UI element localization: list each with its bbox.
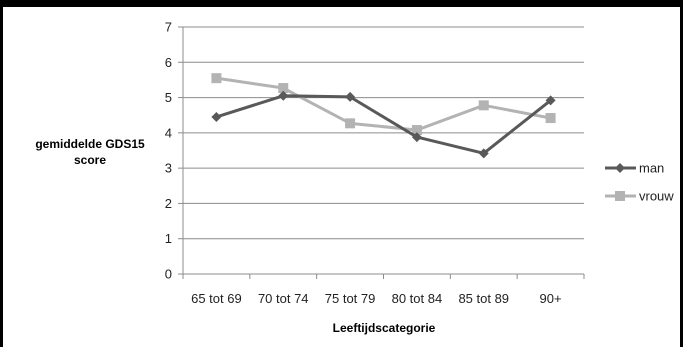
series-line-vrouw <box>216 76 551 132</box>
axes <box>178 26 585 279</box>
point-man-1 <box>278 90 289 101</box>
x-tick-label-3: 80 tot 84 <box>392 291 443 306</box>
point-vrouw-2 <box>345 118 356 129</box>
legend-label-man: man <box>639 161 664 176</box>
x-axis-ticks: 65 tot 69 70 tot 74 75 tot 79 80 tot 84 85 t… <box>191 291 562 306</box>
point-vrouw-1 <box>278 83 289 94</box>
legend-marker-vrouw <box>615 191 625 201</box>
y-tick-label-4: 4 <box>165 125 172 140</box>
legend-label-vrouw: vrouw <box>639 189 674 204</box>
point-vrouw-3 <box>411 125 422 136</box>
legend-item-man: man <box>605 161 664 176</box>
point-vrouw-0 <box>211 73 222 84</box>
y-tick-label-2: 2 <box>165 196 172 211</box>
point-man-2 <box>345 91 356 102</box>
x-tick-label-4: 85 tot 89 <box>458 291 509 306</box>
y-tick-label-7: 7 <box>165 20 172 35</box>
legend-item-vrouw: vrouw <box>605 189 674 204</box>
point-man-3 <box>411 132 422 143</box>
series <box>211 73 556 159</box>
point-vrouw-4 <box>478 100 489 111</box>
legend-marker-man <box>615 163 625 173</box>
x-tick-label-2: 75 tot 79 <box>325 291 376 306</box>
series-man <box>211 90 556 159</box>
point-man-4 <box>478 148 489 159</box>
y-tick-label-0: 0 <box>165 267 172 282</box>
point-vrouw-5 <box>545 113 556 124</box>
y-tick-label-5: 5 <box>165 90 172 105</box>
x-tick-label-1: 70 tot 74 <box>258 291 309 306</box>
legend: man vrouw <box>605 161 674 204</box>
y-axis-title-line-1: gemiddelde GDS15 <box>35 137 145 151</box>
y-axis-ticks: 0 1 2 3 4 5 6 7 <box>165 20 172 282</box>
point-man-5 <box>545 95 556 106</box>
y-tick-label-3: 3 <box>165 161 172 176</box>
series-line-man <box>215 94 552 155</box>
x-tick-label-5: 90+ <box>540 291 562 306</box>
series-vrouw <box>211 73 556 136</box>
gridlines <box>183 26 584 240</box>
point-man-0 <box>211 111 222 122</box>
y-axis-title-line-2: score <box>74 153 106 167</box>
y-tick-label-6: 6 <box>165 55 172 70</box>
x-axis-title: Leeftijdscategorie <box>333 321 436 335</box>
x-tick-label-0: 65 tot 69 <box>191 291 242 306</box>
y-tick-label-1: 1 <box>165 231 172 246</box>
